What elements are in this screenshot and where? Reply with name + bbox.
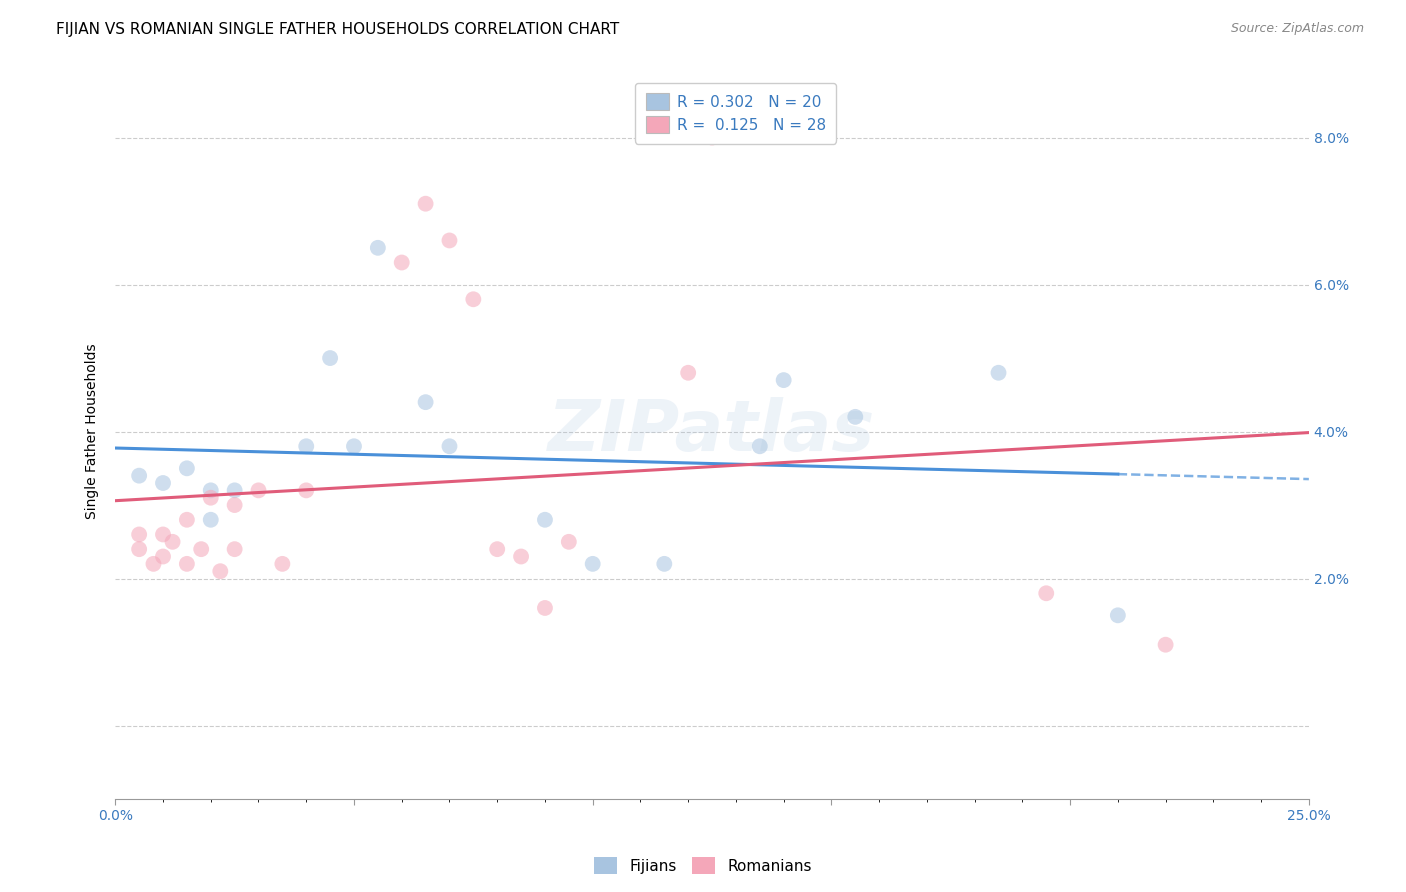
Point — [142, 557, 165, 571]
Point — [748, 439, 770, 453]
Point — [271, 557, 294, 571]
Text: Source: ZipAtlas.com: Source: ZipAtlas.com — [1230, 22, 1364, 36]
Point — [582, 557, 605, 571]
Point — [439, 234, 461, 248]
Point — [295, 439, 318, 453]
Text: FIJIAN VS ROMANIAN SINGLE FATHER HOUSEHOLDS CORRELATION CHART: FIJIAN VS ROMANIAN SINGLE FATHER HOUSEHO… — [56, 22, 620, 37]
Y-axis label: Single Father Households: Single Father Households — [86, 343, 100, 519]
Legend: R = 0.302   N = 20, R =  0.125   N = 28: R = 0.302 N = 20, R = 0.125 N = 28 — [636, 83, 837, 144]
Point — [224, 498, 246, 512]
Point — [224, 483, 246, 498]
Point — [128, 527, 150, 541]
Point — [558, 534, 581, 549]
Point — [247, 483, 270, 498]
Point — [176, 513, 198, 527]
Point — [200, 491, 222, 505]
Point — [128, 468, 150, 483]
Legend: Fijians, Romanians: Fijians, Romanians — [588, 851, 818, 880]
Point — [295, 483, 318, 498]
Text: ZIPatlas: ZIPatlas — [548, 397, 876, 466]
Point — [534, 601, 557, 615]
Point — [162, 534, 184, 549]
Point — [439, 439, 461, 453]
Point — [534, 513, 557, 527]
Point — [463, 292, 485, 306]
Point — [510, 549, 533, 564]
Point — [152, 527, 174, 541]
Point — [415, 395, 437, 409]
Point — [343, 439, 366, 453]
Point — [772, 373, 794, 387]
Point — [209, 564, 232, 578]
Point — [1107, 608, 1129, 623]
Point — [652, 557, 675, 571]
Point — [152, 549, 174, 564]
Point — [176, 557, 198, 571]
Point — [128, 542, 150, 557]
Point — [176, 461, 198, 475]
Point — [319, 351, 342, 365]
Point — [1154, 638, 1177, 652]
Point — [200, 483, 222, 498]
Point — [700, 130, 723, 145]
Point — [415, 196, 437, 211]
Point — [190, 542, 212, 557]
Point — [1035, 586, 1057, 600]
Point — [486, 542, 509, 557]
Point — [987, 366, 1010, 380]
Point — [200, 513, 222, 527]
Point — [676, 366, 699, 380]
Point — [152, 475, 174, 490]
Point — [367, 241, 389, 255]
Point — [844, 409, 866, 424]
Point — [224, 542, 246, 557]
Point — [391, 255, 413, 269]
